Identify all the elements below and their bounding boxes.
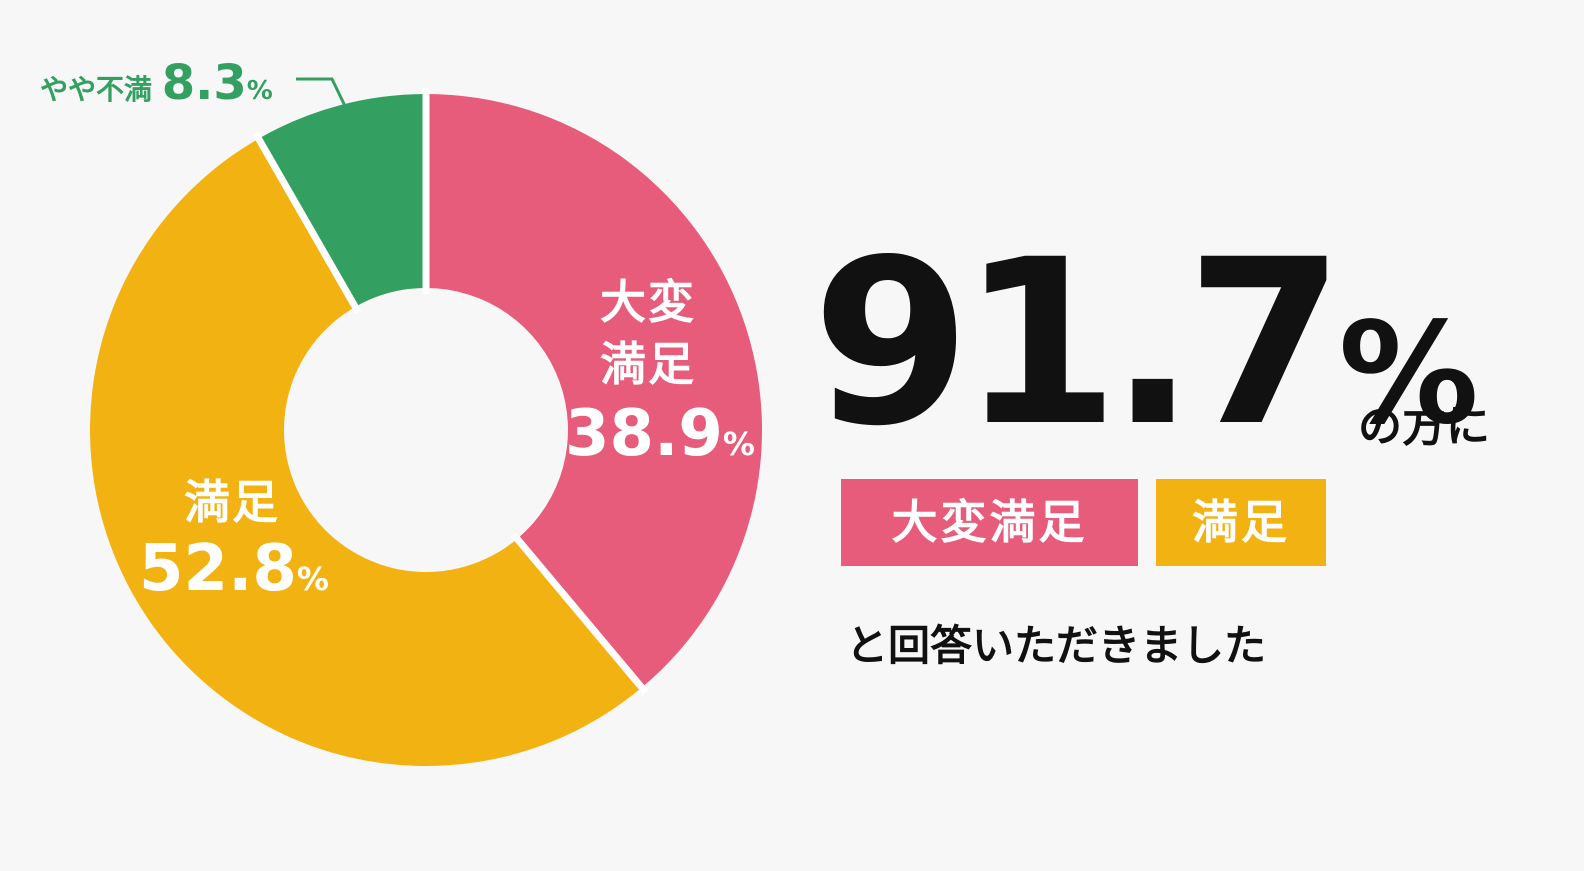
slice-label-somewhat-dissatisfied: やや不満 8.3% <box>40 55 273 111</box>
summary-caption: と回答いただきました <box>846 621 1267 670</box>
leader-line <box>296 77 347 107</box>
slice-satisfied <box>89 138 642 767</box>
tag-very-satisfied: 大変満足 <box>841 479 1138 566</box>
slice-label-very-satisfied: 大変満足 <box>600 275 696 391</box>
summary-unit: % <box>1338 293 1479 456</box>
slice-separator-2 <box>252 131 362 314</box>
summary-suffix: の方に <box>1358 401 1490 452</box>
slice-somewhat-dissatisfied <box>258 94 426 307</box>
slice-value-satisfied: 52.8% <box>139 532 329 606</box>
summary-value: 91.7 <box>812 210 1345 476</box>
slice-very-satisfied <box>426 94 762 688</box>
slice-separator-1 <box>510 531 649 695</box>
tag-satisfied: 満足 <box>1156 479 1326 566</box>
slice-value-very-satisfied: 38.9% <box>565 397 755 471</box>
slice-label-satisfied: 満足 <box>184 475 280 529</box>
summary-stat: 91.7% <box>812 228 1479 458</box>
